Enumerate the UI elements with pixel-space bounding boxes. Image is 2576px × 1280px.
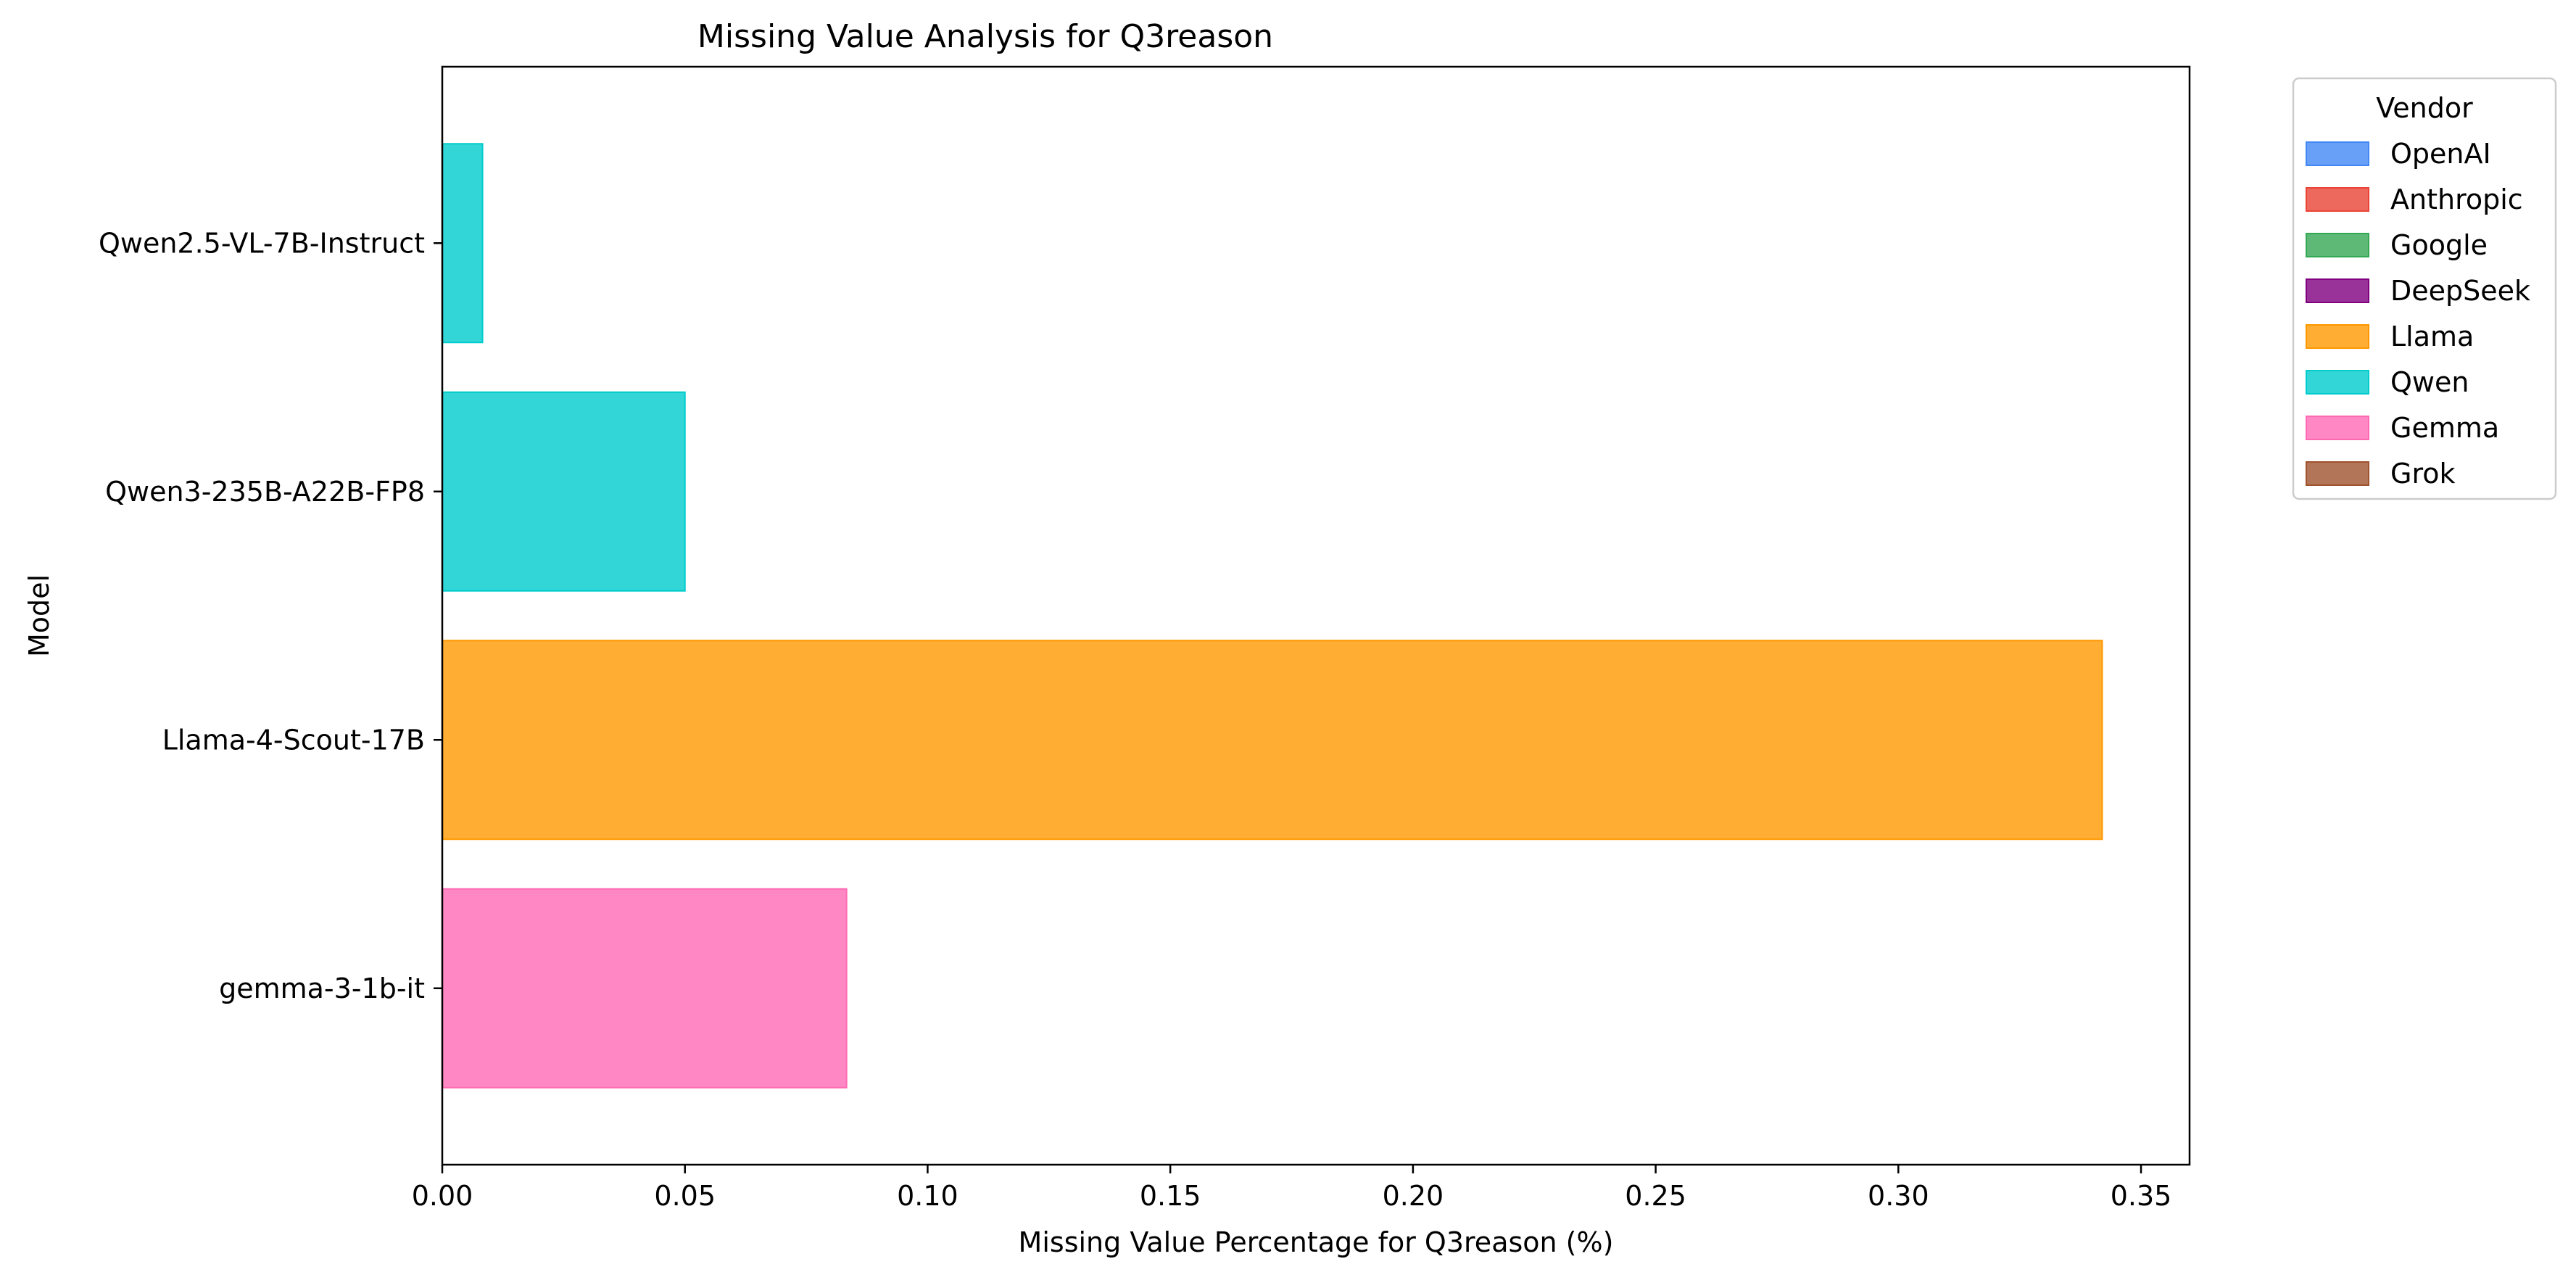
x-tick-label: 0.25 [1625,1180,1686,1212]
bar-gemma-3-1b-it [442,888,848,1089]
chart-title: Missing Value Analysis for Q3reason [697,18,1273,55]
legend-label-deepseek: DeepSeek [2390,275,2530,307]
x-tick-label: 0.05 [654,1180,716,1212]
legend-swatch-anthropic [2306,187,2369,212]
y-tick-label: Qwen3-235B-A22B-FP8 [105,476,425,508]
legend-swatch-llama [2306,324,2369,349]
y-tick-label: Qwen2.5-VL-7B-Instruct [99,227,425,259]
x-axis: 0.00 0.05 0.10 0.15 0.20 0.25 0.30 0.35 [412,1165,2172,1212]
legend-swatch-google [2306,233,2369,257]
y-tick-label: gemma-3-1b-it [219,973,425,1004]
legend-label-google: Google [2390,229,2488,261]
legend-label-anthropic: Anthropic [2390,183,2523,215]
y-tick-label: Llama-4-Scout-17B [162,724,425,756]
legend-title: Vendor [2376,92,2473,124]
legend-swatch-qwen [2306,370,2369,395]
x-tick-label: 0.10 [897,1180,958,1212]
bar-qwen2-5-vl-7b-instruct [442,143,484,344]
legend-swatch-deepseek [2306,278,2369,303]
legend-label-qwen: Qwen [2390,366,2469,398]
x-tick-label: 0.15 [1140,1180,1201,1212]
y-axis: Qwen2.5-VL-7B-Instruct Qwen3-235B-A22B-FP… [99,227,442,1004]
x-axis-label: Missing Value Percentage for Q3reason (%… [1019,1226,1614,1258]
legend-label-llama: Llama [2390,321,2474,352]
bar-llama-4-scout-17b [442,640,2103,841]
bar-qwen3-235b-a22b-fp8 [442,391,686,592]
x-tick-label: 0.00 [412,1180,473,1212]
legend-label-gemma: Gemma [2390,412,2499,444]
bars-group [442,143,2103,1089]
x-tick-label: 0.30 [1868,1180,1929,1212]
legend: Vendor OpenAI Anthropic Google DeepSeek Llama… [2292,77,2557,500]
x-tick-label: 0.35 [2111,1180,2172,1212]
legend-swatch-openai [2306,141,2369,166]
plot-frame [441,65,2191,1166]
legend-label-grok: Grok [2390,458,2456,490]
legend-swatch-gemma [2306,416,2369,440]
legend-label-openai: OpenAI [2390,138,2491,170]
legend-swatch-grok [2306,461,2369,486]
x-tick-label: 0.20 [1383,1180,1444,1212]
y-axis-label: Model [23,574,55,657]
